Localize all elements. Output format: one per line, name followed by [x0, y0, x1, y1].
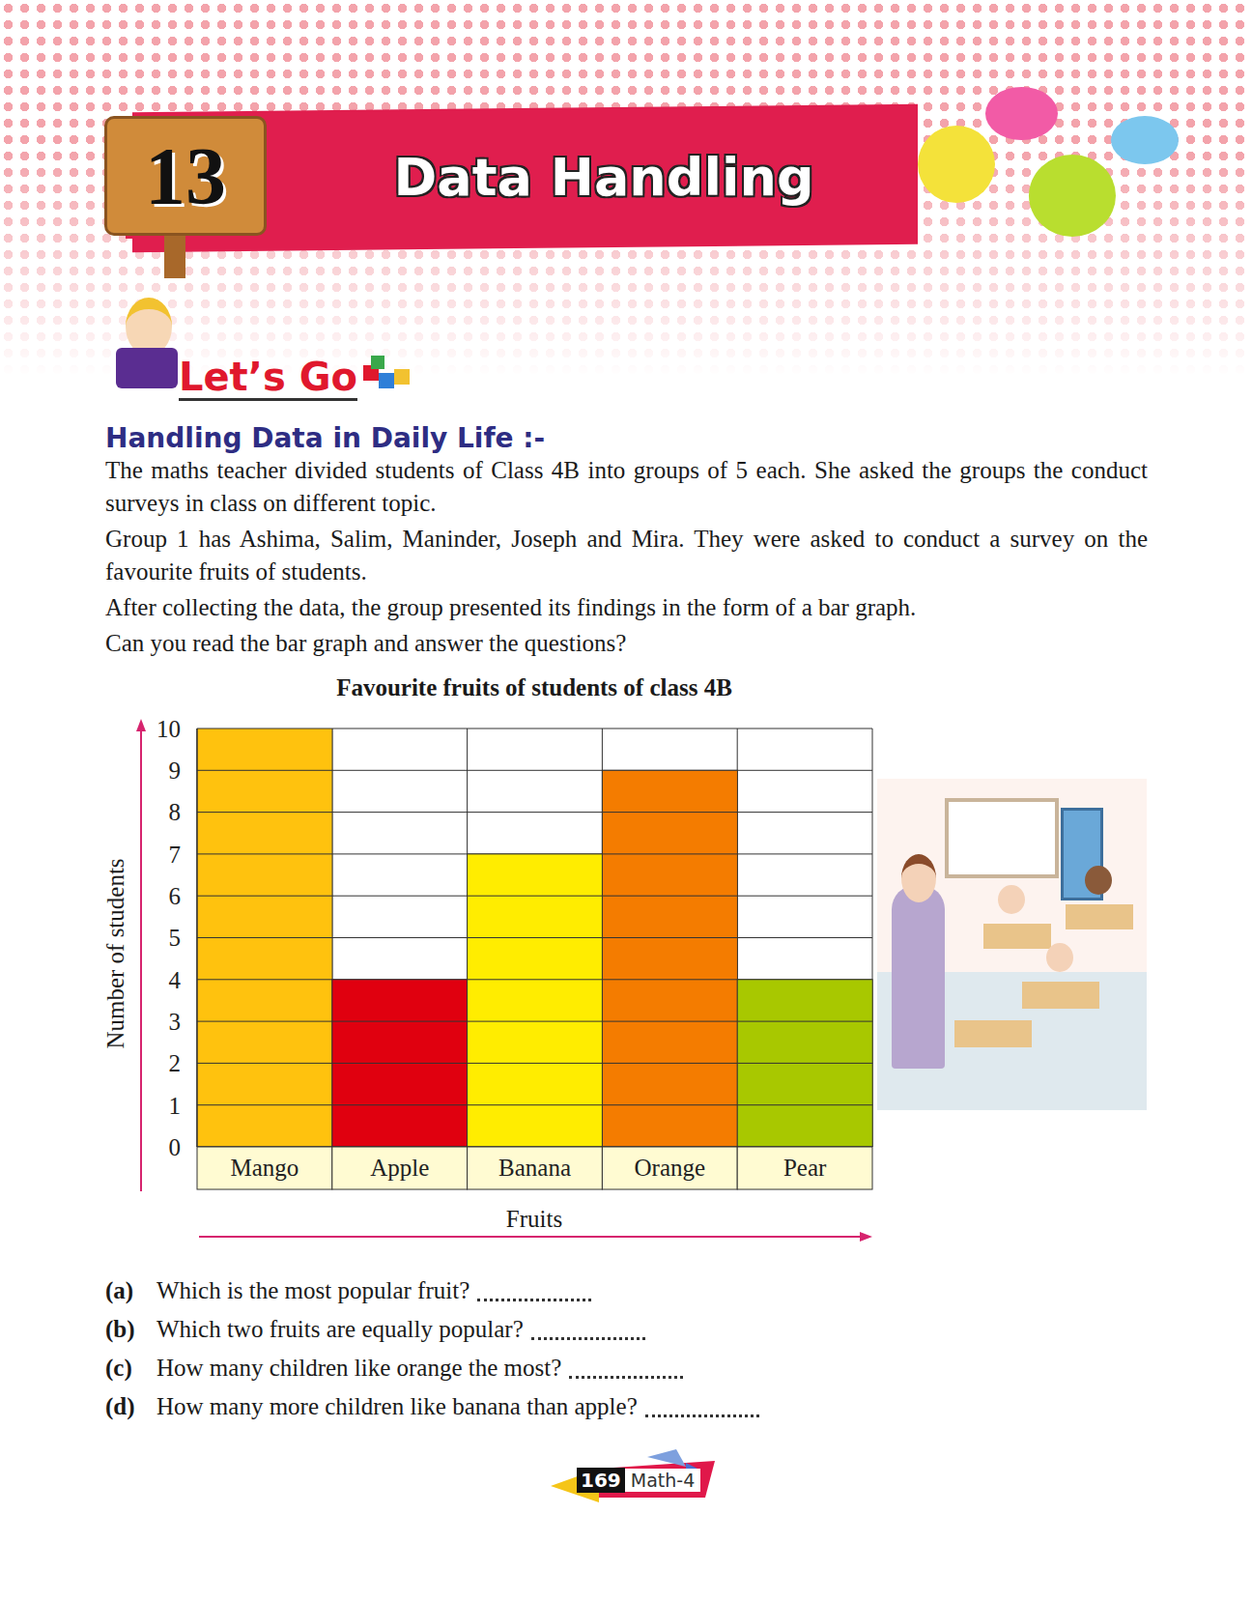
svg-text:3: 3 — [169, 1008, 182, 1035]
html-text:Let’s Go: Let’s Go — [178, 354, 358, 399]
html-text:How many children like orange: How many children like orange the most? — [156, 1354, 562, 1381]
html-text:Data Handling: Data Handling — [393, 146, 814, 208]
html-text:Group 1 has Ashima, Salim, Man: Group 1 has Ashima, Salim, Maninder, Jos… — [105, 525, 1148, 585]
html-text:Which two fruits are equally p: Which two fruits are equally popular? — [156, 1315, 524, 1342]
svg-text:Orange: Orange — [634, 1154, 707, 1181]
svg-text:Apple: Apple — [369, 1154, 429, 1181]
html-text:(c): (c) — [105, 1354, 133, 1381]
html-text:Number of students: Number of students — [102, 858, 129, 1049]
svg-text:10: 10 — [156, 715, 181, 742]
html-text:Math-4: Math-4 — [630, 1469, 695, 1491]
html-text:13: 13 — [144, 130, 227, 221]
svg-text:8: 8 — [169, 798, 182, 826]
svg-text:4: 4 — [169, 967, 182, 994]
svg-text:7: 7 — [169, 841, 182, 868]
svg-text:9: 9 — [169, 757, 182, 784]
html-text:Fruits: Fruits — [506, 1205, 563, 1232]
html-text:The maths teacher divided stud: The maths teacher divided students of Cl… — [105, 456, 1148, 516]
svg-text:2: 2 — [169, 1050, 182, 1077]
svg-text:1: 1 — [169, 1092, 182, 1119]
svg-text:Mango: Mango — [229, 1154, 299, 1181]
html-text:(d): (d) — [105, 1393, 135, 1420]
html-text:Which is the most popular frui: Which is the most popular fruit? — [156, 1277, 470, 1304]
html-text:Can you read the bar graph and: Can you read the bar graph and answer th… — [105, 629, 627, 656]
html-text:Handling Data in Daily Life :-: Handling Data in Daily Life :- — [105, 422, 546, 455]
svg-text:Pear: Pear — [783, 1154, 827, 1181]
html-text:Favourite fruits of students o: Favourite fruits of students of class 4B — [336, 674, 733, 701]
svg-text:5: 5 — [169, 924, 182, 951]
html-text:How many more children like ba: How many more children like banana than … — [156, 1393, 638, 1420]
svg-text:Banana: Banana — [498, 1154, 571, 1181]
html-text:169: 169 — [580, 1468, 621, 1492]
svg-text:0: 0 — [169, 1134, 182, 1161]
html-text:(b): (b) — [105, 1315, 135, 1342]
html-text:After collecting the data, the: After collecting the data, the group pre… — [105, 594, 917, 621]
svg-text:6: 6 — [169, 882, 182, 910]
html-text:(a): (a) — [105, 1277, 134, 1304]
